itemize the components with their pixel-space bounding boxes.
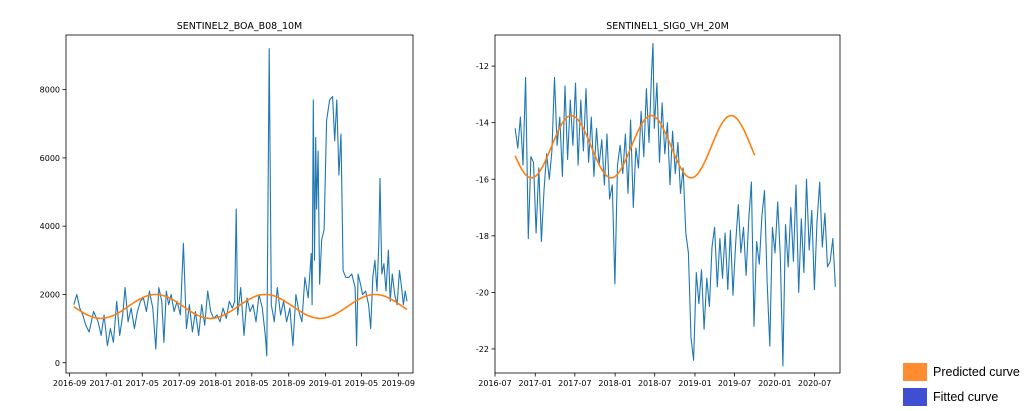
x-tick-label: 2017-01 xyxy=(90,379,123,388)
legend-swatch-predicted xyxy=(903,363,927,381)
predicted-curve-line xyxy=(514,114,756,179)
x-tick-label: 2018-05 xyxy=(235,379,268,388)
y-tick-label: 4000 xyxy=(40,222,60,231)
x-tick-label: 2017-09 xyxy=(162,379,195,388)
plot-frame xyxy=(65,34,414,374)
x-tick-label: 2017-05 xyxy=(126,379,159,388)
y-tick-label: 6000 xyxy=(40,154,60,163)
x-tick-label: 2019-09 xyxy=(382,379,415,388)
legend-label-fitted: Fitted curve xyxy=(933,390,999,404)
x-tick-label: 2018-01 xyxy=(598,379,631,388)
x-tick-label: 2018-01 xyxy=(199,379,232,388)
x-tick-label: 2019-01 xyxy=(678,379,711,388)
x-tick-label: 2018-07 xyxy=(638,379,671,388)
y-tick-label: -16 xyxy=(476,175,489,184)
chart-1: SENTINEL2_BOA_B08_10M 0 2000 4000 6000 8000 20… xyxy=(40,21,415,388)
y-tick-label: -22 xyxy=(476,345,489,354)
observed-series-line xyxy=(514,42,836,367)
y-tick-label: 2000 xyxy=(40,290,60,299)
plot-frame xyxy=(494,34,841,374)
y-tick-label: -20 xyxy=(476,288,489,297)
y-tick-label: -18 xyxy=(476,232,489,241)
x-tick-label: 2019-01 xyxy=(309,379,342,388)
x-tick-label: 2019-07 xyxy=(718,379,751,388)
x-tick-label: 2016-09 xyxy=(53,379,86,388)
legend-label-predicted: Predicted curve xyxy=(933,365,1020,379)
y-tick-label: -14 xyxy=(476,119,489,128)
chart-2: SENTINEL1_SIG0_VH_20M -22 -20 -18 -16 -14 -12 2… xyxy=(476,21,841,388)
x-tick-label: 2018-09 xyxy=(272,379,305,388)
legend-item-fitted: Fitted curve xyxy=(903,386,1020,408)
chart-title: SENTINEL2_BOA_B08_10M xyxy=(177,21,303,32)
x-tick-label: 2016-07 xyxy=(478,379,511,388)
chart-title: SENTINEL1_SIG0_VH_20M xyxy=(606,21,729,32)
x-tick-label: 2017-01 xyxy=(519,379,552,388)
x-tick-label: 2017-07 xyxy=(558,379,591,388)
y-tick-label: -12 xyxy=(476,62,489,71)
x-tick-label: 2020-01 xyxy=(758,379,791,388)
y-tick-label: 0 xyxy=(55,359,60,368)
legend: Predicted curve Fitted curve xyxy=(903,361,1020,411)
predicted-curve-line xyxy=(73,293,408,320)
y-tick-label: 8000 xyxy=(40,86,60,95)
legend-item-predicted: Predicted curve xyxy=(903,361,1020,383)
legend-swatch-fitted xyxy=(903,388,927,406)
observed-series-line xyxy=(73,48,408,357)
x-tick-label: 2019-05 xyxy=(345,379,378,388)
x-tick-label: 2020-07 xyxy=(798,379,831,388)
